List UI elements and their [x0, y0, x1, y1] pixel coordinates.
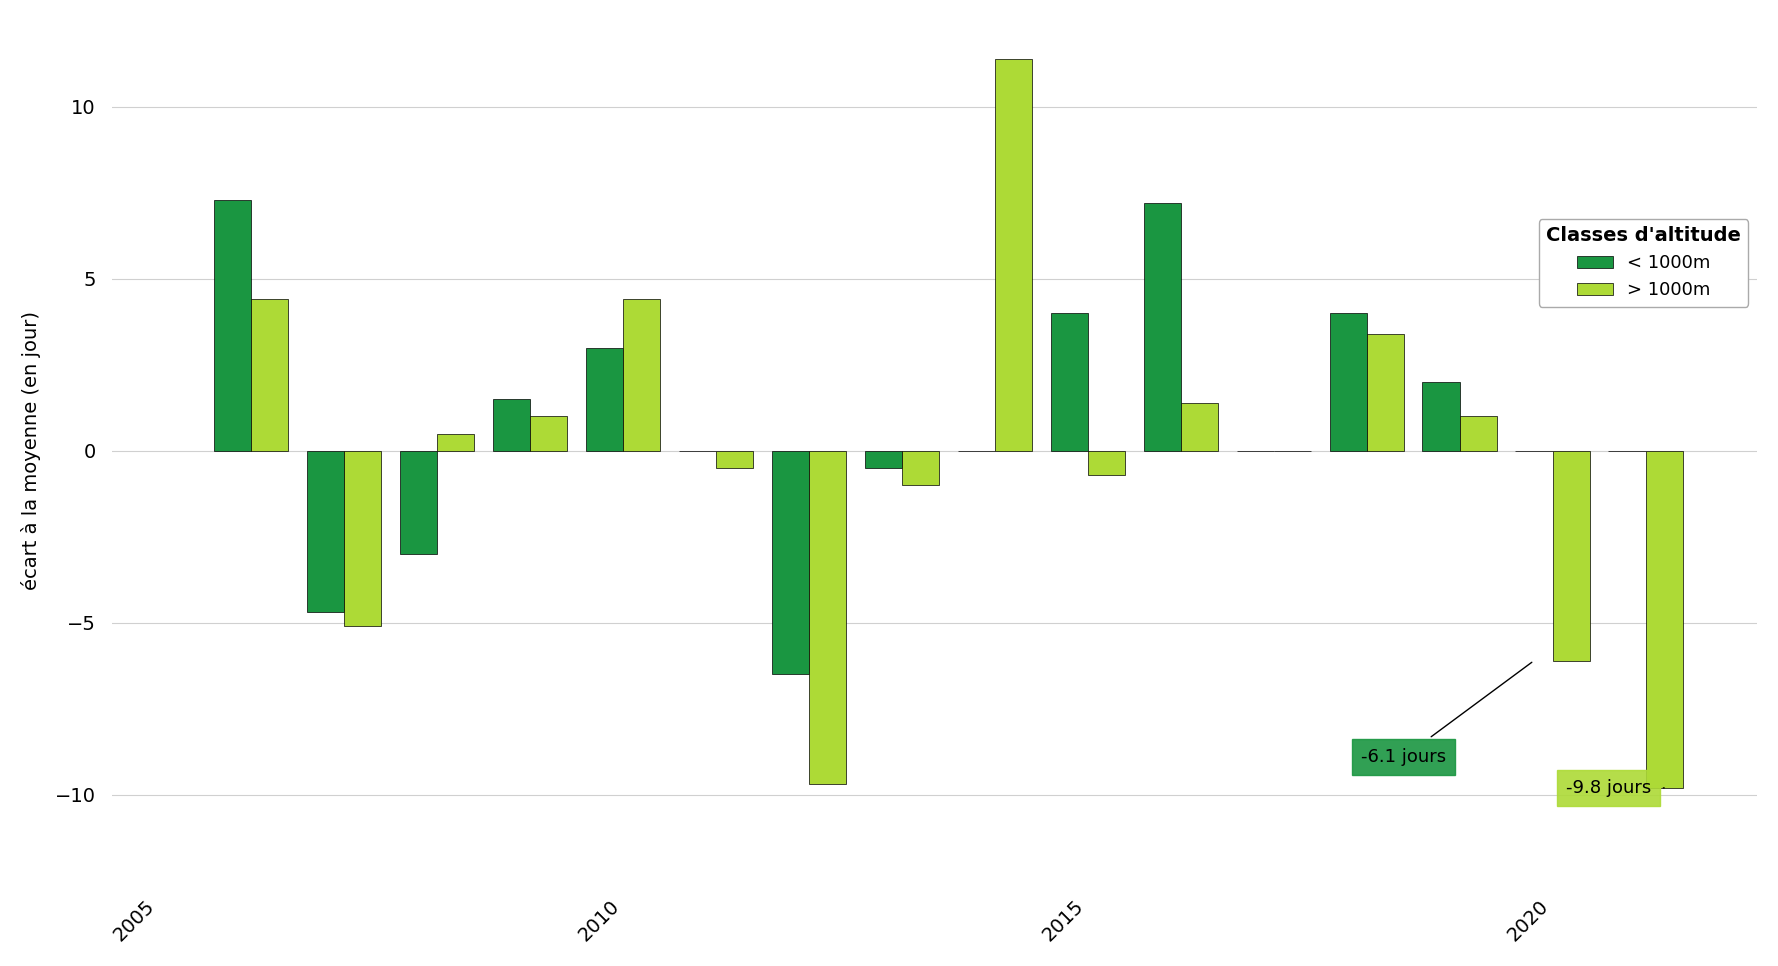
Bar [1552, 451, 1590, 661]
Text: -6.1 jours: -6.1 jours [1362, 663, 1533, 766]
Bar [437, 434, 475, 451]
Text: -9.8 jours: -9.8 jours [1566, 779, 1664, 797]
Y-axis label: écart à la moyenne (en jour): écart à la moyenne (en jour) [21, 311, 41, 590]
Bar [308, 451, 345, 612]
Legend: < 1000m, > 1000m: < 1000m, > 1000m [1538, 219, 1748, 306]
Bar [717, 451, 754, 468]
Bar [493, 399, 530, 451]
Bar [622, 299, 660, 451]
Bar [530, 416, 567, 451]
Bar [1646, 451, 1682, 788]
Bar [1422, 382, 1460, 451]
Bar [213, 200, 251, 451]
Bar [1460, 416, 1497, 451]
Bar [1181, 403, 1218, 451]
Bar [772, 451, 809, 674]
Bar [251, 299, 288, 451]
Bar [864, 451, 901, 468]
Bar [901, 451, 939, 485]
Bar [1367, 334, 1405, 451]
Bar [585, 348, 622, 451]
Bar [1051, 313, 1088, 451]
Bar [1330, 313, 1367, 451]
Bar [1088, 451, 1125, 475]
Bar [400, 451, 437, 554]
Bar [809, 451, 846, 784]
Bar [1143, 203, 1181, 451]
Bar [345, 451, 380, 626]
Bar [996, 59, 1031, 451]
